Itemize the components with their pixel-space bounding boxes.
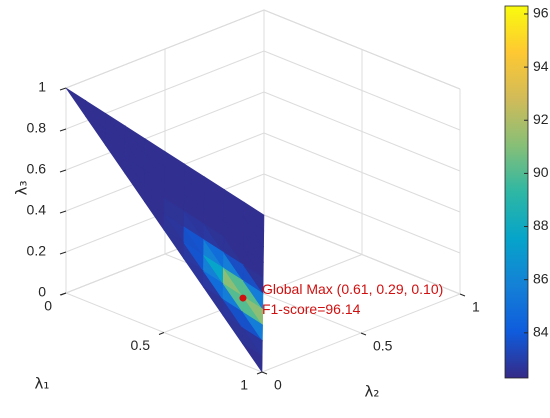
surface-cell — [65, 87, 87, 118]
x-tick-label: 0 — [44, 298, 52, 314]
surface-cell — [242, 280, 264, 311]
z-tick-label: 0.6 — [27, 161, 47, 177]
surface-cell — [243, 233, 264, 264]
colorbar-tick-label: 88 — [533, 217, 549, 233]
grid-line — [263, 214, 461, 295]
tick-mark — [261, 371, 268, 375]
colorbar-tick-label: 96 — [533, 5, 549, 21]
colorbar-tick-label: 90 — [533, 164, 549, 180]
surface-cell — [242, 343, 263, 373]
z-tick-label: 0.2 — [27, 243, 47, 259]
z-tick-label: 0 — [38, 284, 46, 300]
max-point — [239, 294, 247, 302]
surface — [65, 87, 265, 373]
z-tick-label: 0.4 — [27, 202, 47, 218]
tick-mark — [459, 293, 466, 297]
z-tick-label: 0.8 — [27, 120, 47, 136]
tick-mark — [360, 332, 367, 336]
surface-cell — [242, 296, 264, 326]
overlay: 0 0.2 0.4 0.6 0.8 1 0 0.5 1 0 0.5 1 λ₃ λ₁ λ₂ Global Max… — [13, 5, 549, 401]
annotation: F1-score=96.14 — [262, 301, 361, 317]
z-tick-label: 1 — [38, 79, 46, 95]
colorbar — [504, 5, 529, 379]
colorbar-tick-label: 86 — [533, 270, 549, 286]
tick-mark — [59, 128, 67, 132]
y-tick-label: 0.5 — [373, 338, 393, 354]
axes-box — [65, 9, 461, 373]
surface-cell — [243, 217, 265, 248]
tick-mark — [256, 371, 263, 375]
x-tick-label: 0.5 — [131, 337, 151, 353]
tick-mark — [60, 292, 67, 296]
tick-mark — [59, 87, 67, 91]
colorbar-tick-label: 92 — [533, 111, 549, 127]
z-axis-label: λ₃ — [13, 181, 31, 196]
colorbar-tick-label: 94 — [533, 58, 549, 74]
y-tick-label: 1 — [472, 299, 480, 315]
y-tick-label: 0 — [274, 377, 282, 393]
tick-mark — [59, 251, 67, 255]
y-axis-label: λ₂ — [365, 383, 380, 401]
surface-cell — [243, 264, 264, 295]
tick-mark — [59, 210, 67, 214]
x-axis-label: λ₁ — [35, 375, 50, 393]
tick-mark — [158, 332, 165, 335]
surface-cell — [243, 202, 265, 232]
colorbar-tick-label: 84 — [533, 324, 549, 340]
surface-cell — [242, 327, 263, 358]
annotation: Global Max (0.61, 0.29, 0.10) — [262, 281, 443, 297]
x-tick-label: 1 — [240, 377, 248, 393]
surface-cell — [242, 311, 263, 342]
tick-mark — [59, 169, 67, 173]
surface-cell — [243, 249, 264, 279]
